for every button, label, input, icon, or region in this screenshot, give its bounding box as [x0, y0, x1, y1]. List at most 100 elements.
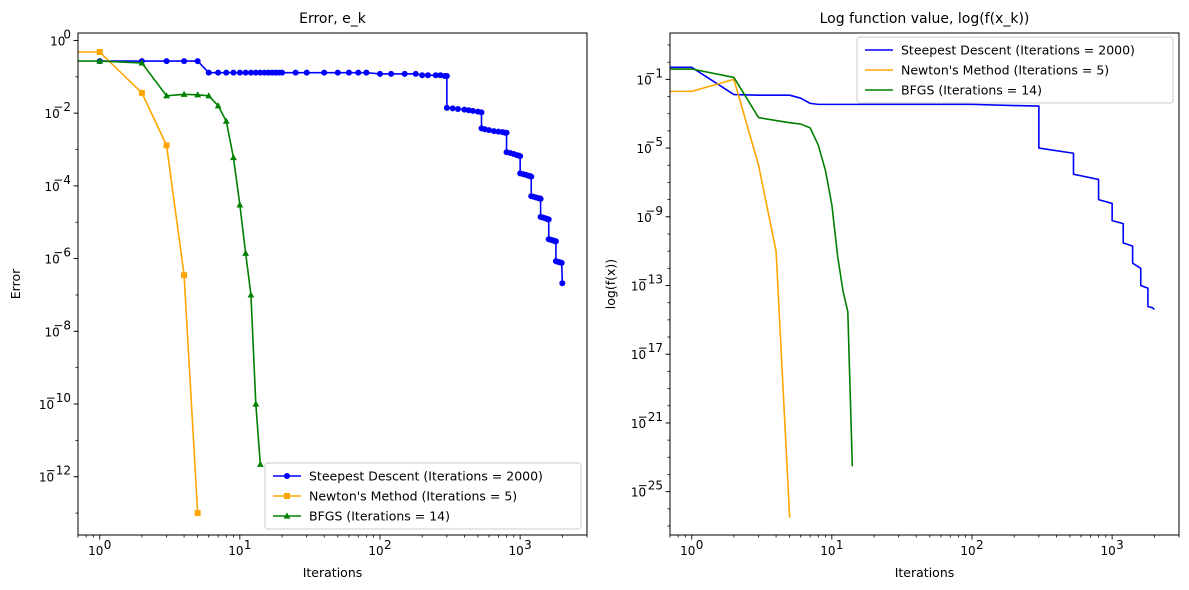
legend: Steepest Descent (Iterations = 2000) Newt… — [264, 462, 582, 530]
data-point — [469, 107, 476, 114]
data-point — [96, 49, 103, 56]
y-tick-label: 10 — [631, 348, 646, 362]
y-tick-label: 10 — [631, 486, 646, 500]
data-point — [388, 70, 395, 77]
y-tick-exponent: −1 — [645, 66, 663, 80]
data-point — [412, 70, 419, 77]
legend-label: Newton's Method (Iterations = 5) — [309, 489, 517, 504]
series-line — [670, 78, 791, 518]
y-tick-label: 10 — [637, 73, 652, 87]
data-point — [230, 69, 237, 76]
data-point — [242, 69, 249, 76]
series-line — [670, 68, 854, 467]
legend: Steepest Descent (Iterations = 2000) Newt… — [856, 36, 1174, 104]
x-axis-label: Iterations — [303, 565, 363, 580]
series-line — [78, 51, 199, 514]
legend-label: Newton's Method (Iterations = 5) — [901, 63, 1109, 78]
data-point — [443, 73, 450, 80]
x-tick-label: 10 — [508, 544, 523, 558]
data-point — [376, 70, 383, 77]
x-tick-exponent: 2 — [384, 538, 392, 552]
axes-frame — [77, 32, 588, 536]
data-point — [419, 72, 426, 79]
x-tick-label: 10 — [228, 544, 243, 558]
x-tick-exponent: 1 — [836, 538, 844, 552]
data-point — [256, 460, 264, 467]
data-point — [247, 69, 254, 76]
data-point — [194, 58, 201, 65]
series-line — [78, 60, 262, 465]
legend-label: Steepest Descent (Iterations = 2000) — [901, 43, 1135, 58]
y-tick-label: 10 — [631, 280, 646, 294]
data-point — [194, 91, 202, 98]
legend-box — [264, 462, 582, 530]
y-tick-exponent: −4 — [53, 173, 71, 187]
data-point — [222, 117, 230, 124]
data-point — [517, 153, 524, 160]
series-line — [670, 66, 1155, 311]
chart-title: Log function value, log(f(x_k)) — [820, 11, 1030, 27]
data-point — [363, 69, 370, 76]
data-point — [355, 69, 362, 76]
y-tick-exponent: −12 — [46, 464, 71, 478]
data-point — [401, 70, 408, 77]
data-point — [205, 92, 213, 99]
data-point — [528, 173, 535, 180]
data-point — [490, 128, 497, 135]
data-point — [163, 92, 170, 99]
y-tick-exponent: −21 — [638, 410, 663, 424]
data-point — [292, 69, 299, 76]
data-point — [303, 69, 310, 76]
data-point — [138, 89, 145, 96]
y-tick-label: 10 — [39, 471, 54, 485]
axes-frame — [669, 32, 1180, 536]
data-point — [537, 195, 544, 202]
data-point — [236, 201, 244, 208]
y-tick-exponent: −2 — [53, 100, 71, 114]
y-tick-label: 10 — [631, 417, 646, 431]
x-tick-label: 10 — [820, 544, 835, 558]
data-point — [279, 69, 286, 76]
data-point — [552, 238, 559, 245]
data-point — [163, 58, 170, 65]
y-tick-exponent: −13 — [638, 273, 663, 287]
y-tick-exponent: −17 — [638, 341, 663, 355]
y-tick-exponent: −6 — [53, 246, 71, 260]
y-tick-label: 10 — [39, 398, 54, 412]
legend-item: Steepest Descent (Iterations = 2000) — [865, 43, 1135, 58]
data-point — [247, 291, 255, 298]
y-tick-exponent: −8 — [53, 318, 71, 332]
y-axis-label: log(f(x)) — [603, 259, 618, 309]
data-point — [252, 400, 260, 407]
x-tick-exponent: 0 — [104, 538, 112, 552]
y-tick-label: 10 — [50, 34, 65, 48]
y-tick-label: 10 — [637, 142, 652, 156]
data-point — [252, 69, 259, 76]
x-tick-label: 10 — [680, 544, 695, 558]
plot-area — [670, 66, 1155, 518]
legend-item: Newton's Method (Iterations = 5) — [865, 63, 1109, 78]
data-point — [424, 72, 431, 79]
data-point — [223, 69, 230, 76]
data-point — [180, 90, 188, 97]
legend-box — [856, 36, 1174, 104]
data-point — [257, 69, 264, 76]
legend-item: Steepest Descent (Iterations = 2000) — [273, 469, 543, 484]
x-tick-exponent: 1 — [244, 538, 252, 552]
data-point — [334, 69, 341, 76]
data-point — [503, 129, 510, 136]
data-point — [96, 57, 104, 64]
data-point — [194, 510, 201, 517]
data-point — [558, 259, 565, 266]
x-axis-label: Iterations — [895, 565, 955, 580]
data-point — [461, 106, 468, 113]
legend-item: BFGS (Iterations = 14) — [273, 509, 450, 524]
data-point — [478, 109, 485, 116]
legend-label: BFGS (Iterations = 14) — [901, 83, 1042, 98]
y-axis-label: Error — [8, 268, 23, 299]
x-tick-label: 10 — [1100, 544, 1115, 558]
data-point — [454, 105, 461, 112]
data-point — [443, 104, 450, 111]
data-point — [181, 272, 188, 279]
